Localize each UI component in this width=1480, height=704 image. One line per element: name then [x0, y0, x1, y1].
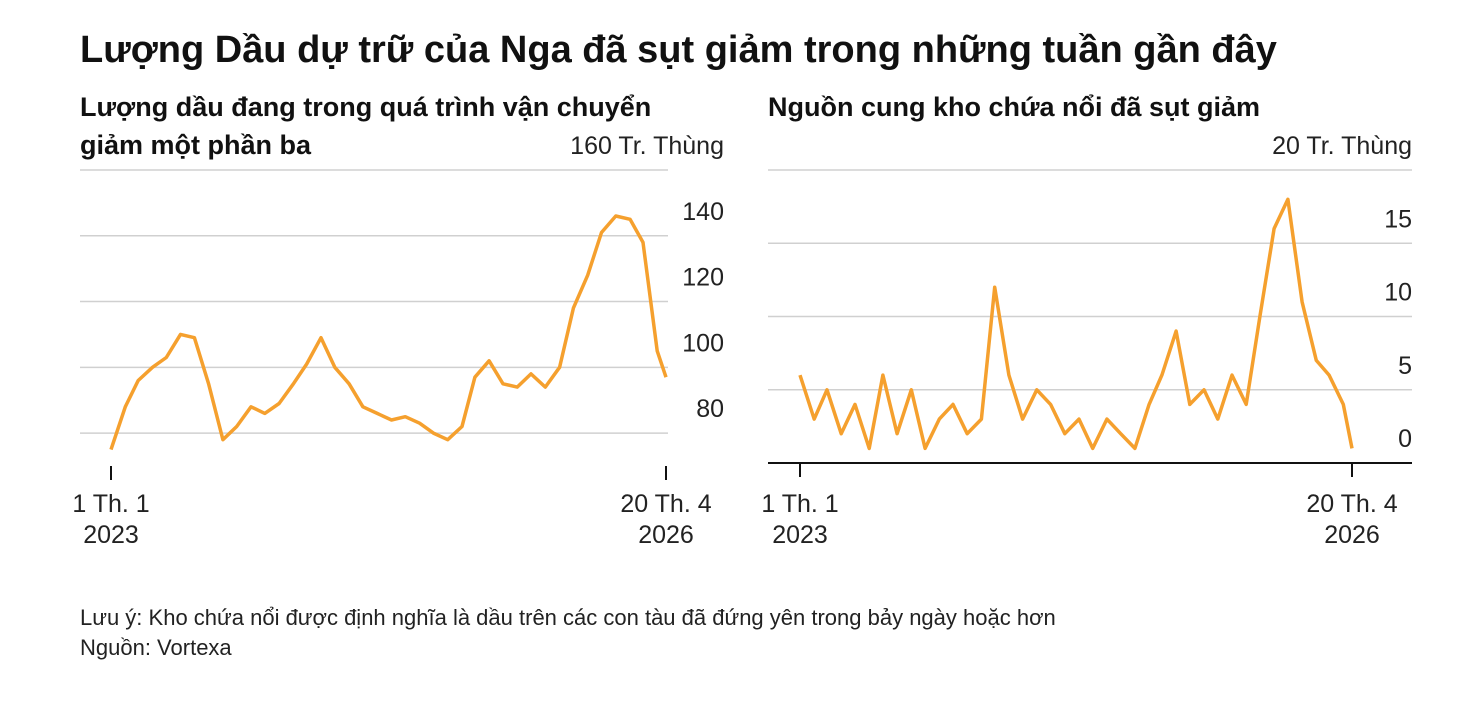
y-tick-label: 5: [1398, 352, 1412, 380]
source: Nguồn: Vortexa: [80, 635, 232, 660]
data-line: [798, 197, 1354, 451]
x-tick-label: 20 Th. 4: [620, 490, 711, 518]
x-tick-label: 20 Th. 4: [1306, 490, 1397, 518]
chart-subtitle: Lượng dầu đang trong quá trình vận chuyể…: [80, 92, 651, 122]
y-tick-label: 140: [682, 198, 724, 226]
x-tick-label: 1 Th. 1: [72, 490, 149, 518]
y-tick-label: 100: [682, 329, 724, 357]
x-tick-label: 2026: [638, 521, 694, 549]
y-tick-label: 20 Tr. Thùng: [1272, 132, 1412, 160]
y-tick-label: 10: [1384, 279, 1412, 307]
y-tick-label: 15: [1384, 205, 1412, 233]
y-tick-label: 120: [682, 264, 724, 292]
chart-subtitle: giảm một phần ba: [80, 130, 312, 160]
chart-subtitle: Nguồn cung kho chứa nổi đã sụt giảm: [768, 92, 1260, 122]
x-tick-label: 2026: [1324, 521, 1380, 549]
y-tick-label: 160 Tr. Thùng: [570, 132, 724, 160]
x-tick-label: 2023: [83, 521, 139, 549]
note: Lưu ý: Kho chứa nổi được định nghĩa là d…: [80, 605, 1056, 630]
x-tick-label: 1 Th. 1: [761, 490, 838, 518]
y-tick-label: 80: [696, 395, 724, 423]
page-title: Lượng Dầu dự trữ của Nga đã sụt giảm tro…: [80, 29, 1277, 71]
data-line: [109, 214, 668, 451]
y-tick-label: 0: [1398, 425, 1412, 453]
x-tick-label: 2023: [772, 521, 828, 549]
